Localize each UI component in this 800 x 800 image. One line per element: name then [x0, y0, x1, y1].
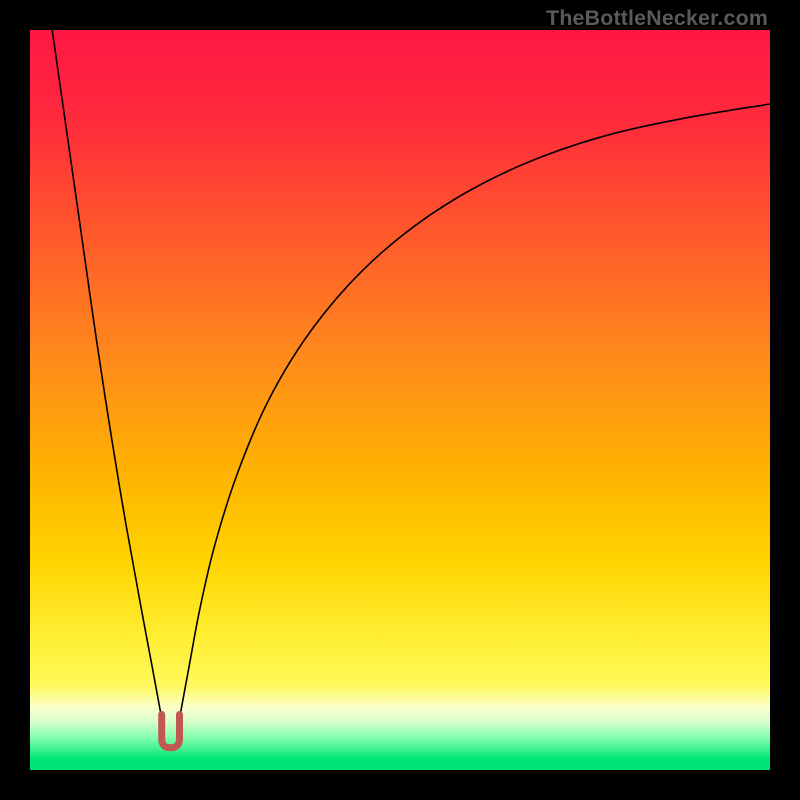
chart-svg — [30, 30, 770, 770]
plot-area — [30, 30, 770, 770]
chart-background — [30, 30, 770, 770]
watermark-text: TheBottleNecker.com — [546, 6, 768, 31]
chart-frame: TheBottleNecker.com — [0, 0, 800, 800]
